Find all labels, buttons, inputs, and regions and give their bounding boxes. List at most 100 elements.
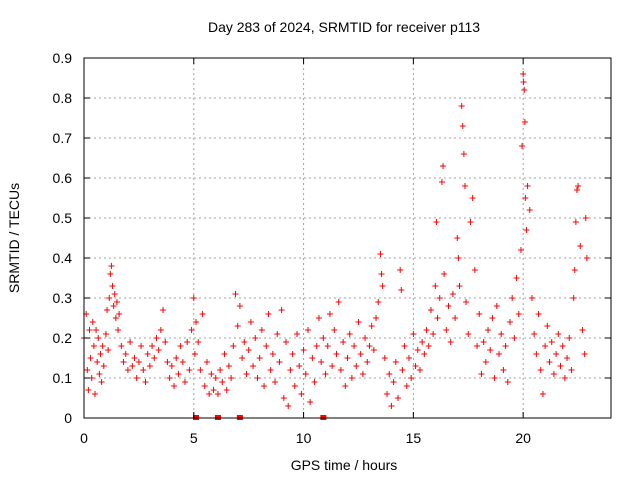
data-point	[157, 327, 164, 333]
data-point	[86, 327, 93, 333]
data-point	[509, 295, 516, 301]
data-point	[96, 371, 103, 377]
data-point	[438, 179, 445, 185]
data-point	[381, 355, 388, 361]
data-point	[557, 363, 564, 369]
x-axis-label: GPS time / hours	[291, 457, 398, 473]
data-point	[219, 379, 226, 385]
data-point	[120, 359, 127, 365]
data-point	[553, 351, 560, 357]
data-point	[337, 367, 344, 373]
data-point	[87, 355, 94, 361]
data-point	[247, 319, 254, 325]
data-point	[239, 355, 246, 361]
data-point	[416, 367, 423, 373]
data-point	[581, 351, 588, 357]
data-point	[362, 335, 369, 341]
data-point	[582, 215, 589, 221]
data-point	[124, 367, 131, 373]
data-point	[93, 327, 100, 333]
data-point	[89, 319, 96, 325]
data-point	[455, 255, 462, 261]
grid-lines	[84, 58, 611, 418]
data-point	[272, 379, 279, 385]
data-point	[533, 351, 540, 357]
data-point	[506, 319, 513, 325]
data-point	[408, 375, 415, 381]
data-point	[342, 383, 349, 389]
data-point	[102, 331, 109, 337]
data-point	[112, 315, 119, 321]
data-point	[388, 403, 395, 409]
data-point	[131, 355, 138, 361]
data-point	[214, 391, 221, 397]
data-point	[258, 327, 265, 333]
data-point	[377, 251, 384, 257]
data-point	[502, 343, 509, 349]
data-point	[523, 227, 530, 233]
data-point	[144, 351, 151, 357]
data-point	[208, 371, 215, 377]
data-point	[414, 347, 421, 353]
data-point	[454, 235, 461, 241]
data-point	[515, 311, 522, 317]
data-point	[199, 311, 206, 317]
data-point	[84, 367, 91, 373]
data-point	[151, 355, 158, 361]
data-point	[300, 347, 307, 353]
data-point	[348, 375, 355, 381]
data-point	[463, 299, 470, 305]
data-point	[129, 363, 136, 369]
data-point	[107, 271, 114, 277]
data-point	[304, 327, 311, 333]
data-point	[217, 367, 224, 373]
data-point	[395, 395, 402, 401]
data-point	[392, 359, 399, 365]
data-point	[261, 383, 268, 389]
data-point	[513, 275, 520, 281]
data-point	[177, 343, 184, 349]
data-point	[274, 331, 281, 337]
y-axis: 0 0.1 0.2 0.3 0.4 0.5 0.6 0.7 0.8 0.9	[53, 50, 611, 426]
data-point	[577, 243, 584, 249]
data-point	[548, 339, 555, 345]
data-point	[461, 183, 468, 189]
data-point	[500, 367, 507, 373]
data-point	[113, 299, 120, 305]
data-point	[173, 355, 180, 361]
data-point	[443, 327, 450, 333]
data-point	[175, 371, 182, 377]
data-point	[570, 295, 577, 301]
data-point	[403, 383, 410, 389]
data-point	[504, 379, 511, 385]
data-point	[179, 359, 186, 365]
data-point	[517, 247, 524, 253]
data-point	[171, 383, 178, 389]
data-point	[476, 311, 483, 317]
data-point	[564, 355, 571, 361]
data-point	[366, 343, 373, 349]
data-point	[489, 315, 496, 321]
data-point	[168, 363, 175, 369]
y-tick-label: 0.8	[53, 90, 73, 106]
data-point	[322, 371, 329, 377]
data-point	[434, 315, 441, 321]
data-point	[469, 195, 476, 201]
data-point	[267, 367, 274, 373]
data-point	[109, 283, 116, 289]
data-point	[566, 335, 573, 341]
data-point	[276, 359, 283, 365]
y-tick-label: 0.3	[53, 290, 73, 306]
data-point	[201, 383, 208, 389]
x-tick-label: 0	[80, 430, 88, 446]
data-point	[105, 347, 112, 353]
data-point	[559, 343, 566, 349]
data-point	[355, 319, 362, 325]
data-point	[94, 359, 101, 365]
data-point	[550, 371, 557, 377]
data-point	[298, 391, 305, 397]
data-point	[405, 355, 412, 361]
data-point	[520, 71, 527, 77]
data-point	[164, 359, 171, 365]
data-point	[511, 335, 518, 341]
